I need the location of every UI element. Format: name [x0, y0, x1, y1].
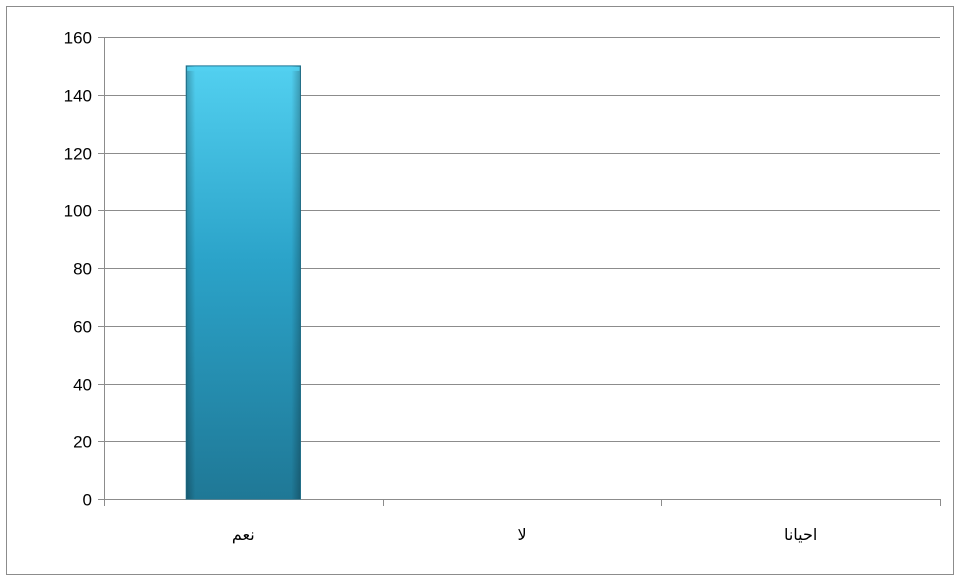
x-category-label-0: نعم [232, 525, 255, 544]
tick-labels: 0 20 40 60 80 100 120 140 160 نعم لا احيانا [64, 29, 818, 545]
y-tick-label-140: 140 [64, 87, 92, 106]
bar-shade-0 [186, 65, 301, 499]
y-tick-label-20: 20 [73, 433, 92, 452]
bars [185, 65, 301, 500]
x-category-label-1: لا [517, 525, 526, 544]
x-category-label-2: احيانا [784, 525, 817, 544]
y-tick-label-0: 0 [83, 491, 92, 510]
y-tick-label-160: 160 [64, 29, 92, 48]
y-tick-label-120: 120 [64, 145, 92, 164]
bar-cap-0 [187, 66, 300, 71]
y-tick-label-100: 100 [64, 202, 92, 221]
bar-chart: 0 20 40 60 80 100 120 140 160 نعم لا احيانا [64, 29, 941, 545]
y-tick-label-40: 40 [73, 376, 92, 395]
y-tick-label-60: 60 [73, 318, 92, 337]
chart-area: 0 20 40 60 80 100 120 140 160 نعم لا احيانا [6, 6, 954, 575]
y-tick-label-80: 80 [73, 260, 92, 279]
